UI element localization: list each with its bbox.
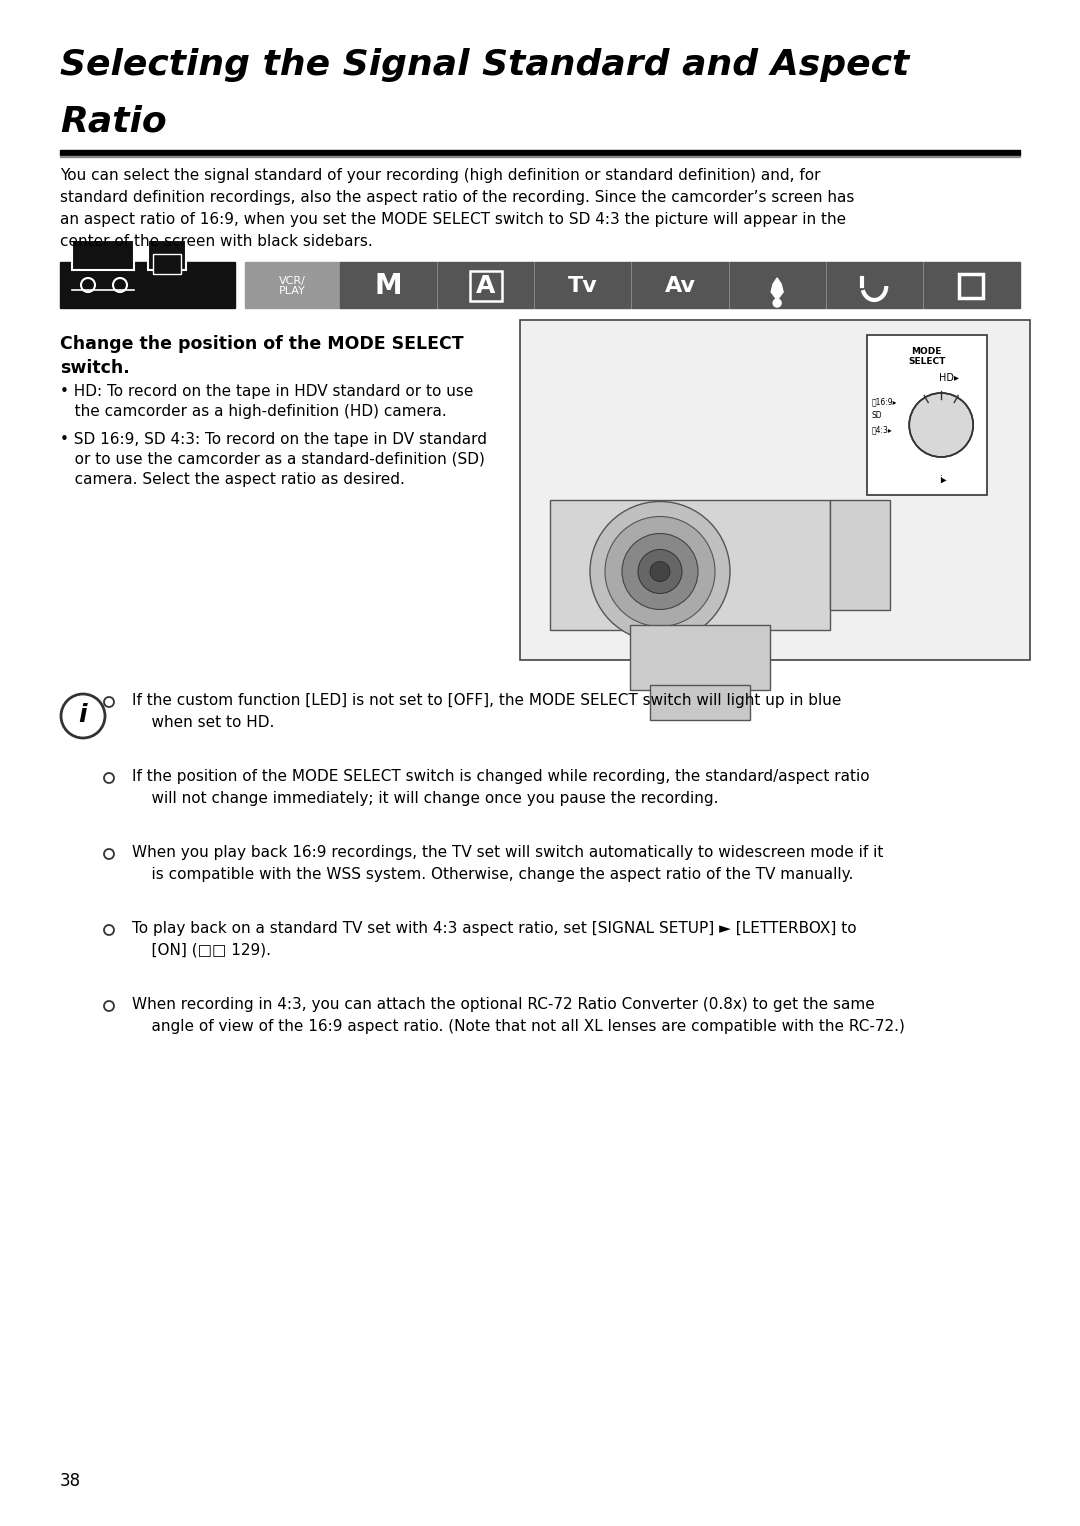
Text: Ratio: Ratio <box>60 105 166 139</box>
Bar <box>340 262 1020 308</box>
Text: Tv: Tv <box>568 276 597 296</box>
Circle shape <box>605 516 715 627</box>
Text: When recording in 4:3, you can attach the optional RC-72 Ratio Converter (0.8x) : When recording in 4:3, you can attach th… <box>132 996 905 1033</box>
Circle shape <box>590 502 730 641</box>
Bar <box>650 685 750 720</box>
Text: an aspect ratio of 16:9, when you set the MODE SELECT switch to SD 4:3 the pictu: an aspect ratio of 16:9, when you set th… <box>60 212 846 227</box>
Text: Change the position of the MODE SELECT: Change the position of the MODE SELECT <box>60 336 463 353</box>
Bar <box>60 262 235 308</box>
Text: center of the screen with black sidebars.: center of the screen with black sidebars… <box>60 233 373 249</box>
Text: Av: Av <box>664 276 696 296</box>
Text: standard definition recordings, also the aspect ratio of the recording. Since th: standard definition recordings, also the… <box>60 191 854 204</box>
Bar <box>60 150 1020 156</box>
Circle shape <box>60 694 105 739</box>
Text: • SD 16:9, SD 4:3: To record on the tape in DV standard: • SD 16:9, SD 4:3: To record on the tape… <box>60 432 487 447</box>
Text: ⌔16:9▸: ⌔16:9▸ <box>872 397 897 406</box>
Text: You can select the signal standard of your recording (high definition or standar: You can select the signal standard of yo… <box>60 168 821 183</box>
Circle shape <box>622 534 698 609</box>
Text: HD▸: HD▸ <box>939 372 959 383</box>
Text: SD: SD <box>872 410 882 420</box>
Text: VCR/
PLAY: VCR/ PLAY <box>279 276 306 296</box>
Bar <box>959 275 984 298</box>
Circle shape <box>113 278 127 291</box>
Text: switch.: switch. <box>60 359 130 377</box>
Circle shape <box>81 278 95 291</box>
Bar <box>148 240 186 270</box>
Polygon shape <box>771 278 783 301</box>
Circle shape <box>104 774 114 783</box>
Bar <box>550 501 831 630</box>
Text: i▸: i▸ <box>939 475 946 485</box>
Circle shape <box>104 925 114 935</box>
Bar <box>519 320 1030 661</box>
Text: or to use the camcorder as a standard-definition (SD): or to use the camcorder as a standard-de… <box>60 452 485 467</box>
Bar <box>630 626 770 690</box>
Text: ⌔4:3▸: ⌔4:3▸ <box>872 426 892 433</box>
Text: To play back on a standard TV set with 4:3 aspect ratio, set [SIGNAL SETUP] ► [L: To play back on a standard TV set with 4… <box>132 922 856 958</box>
Text: If the position of the MODE SELECT switch is changed while recording, the standa: If the position of the MODE SELECT switc… <box>132 769 869 806</box>
Circle shape <box>909 394 973 456</box>
Bar <box>831 501 890 610</box>
Bar <box>470 272 502 301</box>
Text: 38: 38 <box>60 1473 81 1489</box>
Bar <box>867 336 987 494</box>
Circle shape <box>773 299 781 307</box>
Text: A: A <box>476 275 496 298</box>
Circle shape <box>650 562 670 581</box>
Bar <box>153 253 181 275</box>
Circle shape <box>104 848 114 859</box>
Text: MODE
SELECT: MODE SELECT <box>908 346 945 366</box>
Circle shape <box>638 549 681 594</box>
Text: • HD: To record on the tape in HDV standard or to use: • HD: To record on the tape in HDV stand… <box>60 385 473 398</box>
Text: When you play back 16:9 recordings, the TV set will switch automatically to wide: When you play back 16:9 recordings, the … <box>132 845 883 882</box>
Text: camera. Select the aspect ratio as desired.: camera. Select the aspect ratio as desir… <box>60 472 405 487</box>
Text: Selecting the Signal Standard and Aspect: Selecting the Signal Standard and Aspect <box>60 47 909 82</box>
Bar <box>245 262 340 308</box>
Circle shape <box>104 697 114 707</box>
Bar <box>72 240 134 270</box>
Circle shape <box>104 1001 114 1012</box>
Text: the camcorder as a high-definition (HD) camera.: the camcorder as a high-definition (HD) … <box>60 404 447 420</box>
Text: If the custom function [LED] is not set to [OFF], the MODE SELECT switch will li: If the custom function [LED] is not set … <box>132 693 841 729</box>
Text: i: i <box>79 703 87 726</box>
Text: M: M <box>375 272 403 301</box>
